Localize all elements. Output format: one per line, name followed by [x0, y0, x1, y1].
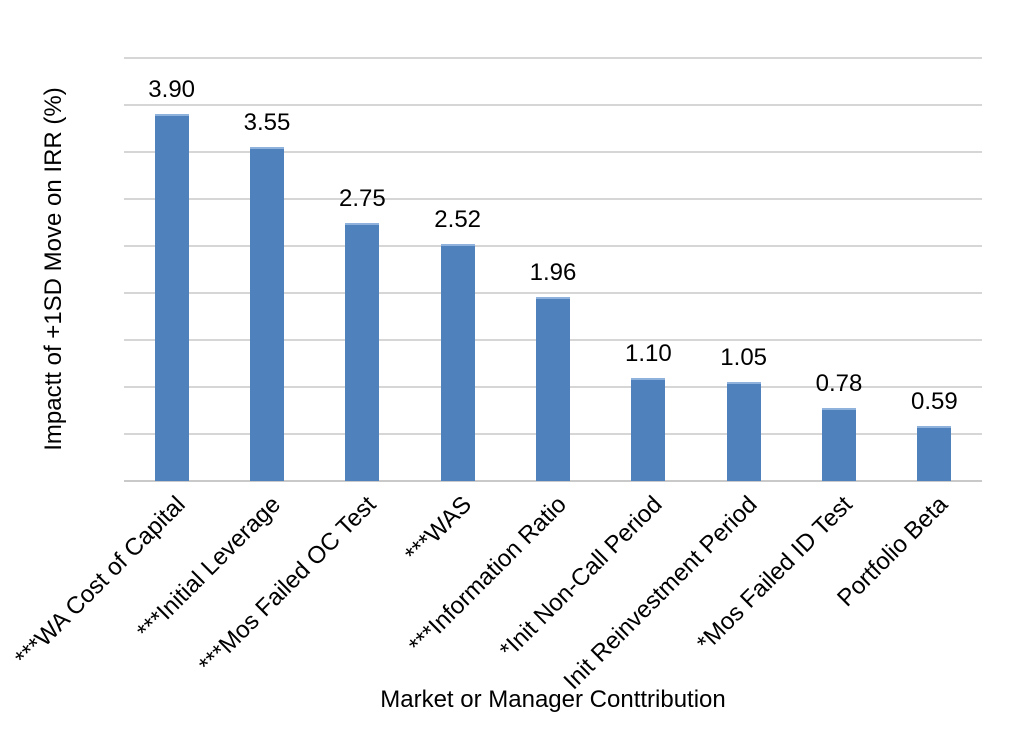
- bar: [536, 296, 570, 481]
- bar: [345, 222, 380, 481]
- bar-value-label: 3.55: [243, 109, 291, 137]
- plot-area: [124, 57, 982, 482]
- x-category-label: *Init Non-Call Period: [494, 491, 668, 664]
- bar-value-label: 3.90: [148, 76, 196, 104]
- bar-value-label: 1.10: [624, 339, 672, 367]
- gridline: [124, 292, 982, 294]
- bar: [726, 382, 761, 481]
- bar: [250, 147, 284, 481]
- x-category-label: ***Information Ratio: [403, 491, 573, 660]
- bar: [440, 244, 475, 481]
- gridline: [124, 57, 982, 59]
- gridline: [124, 245, 982, 247]
- bar: [917, 425, 952, 481]
- bar-value-label: 2.52: [434, 206, 482, 234]
- gridline: [124, 151, 982, 153]
- bar-value-label: 0.78: [815, 369, 863, 397]
- x-category-label: ***WA Cost of Capital: [10, 491, 191, 672]
- x-category-label: ***WAS: [399, 491, 477, 568]
- x-category-label: Init Reinvestment Period: [558, 491, 763, 695]
- x-axis-line: [124, 480, 982, 482]
- bar-value-label: 1.96: [529, 258, 577, 286]
- y-axis-title: Impactt of +1SD Move on IRR (%): [40, 87, 67, 451]
- bar-value-label: 1.05: [720, 344, 768, 372]
- bar: [822, 407, 856, 481]
- bar: [154, 114, 189, 481]
- bar: [631, 377, 666, 481]
- gridline: [124, 198, 982, 200]
- x-axis-title: Market or Manager Conttribution: [380, 686, 726, 713]
- x-category-label: ***Mos Failed OC Test: [193, 491, 382, 679]
- bar-value-label: 0.59: [910, 387, 958, 415]
- bar-value-label: 2.75: [338, 184, 386, 212]
- gridline: [124, 104, 982, 106]
